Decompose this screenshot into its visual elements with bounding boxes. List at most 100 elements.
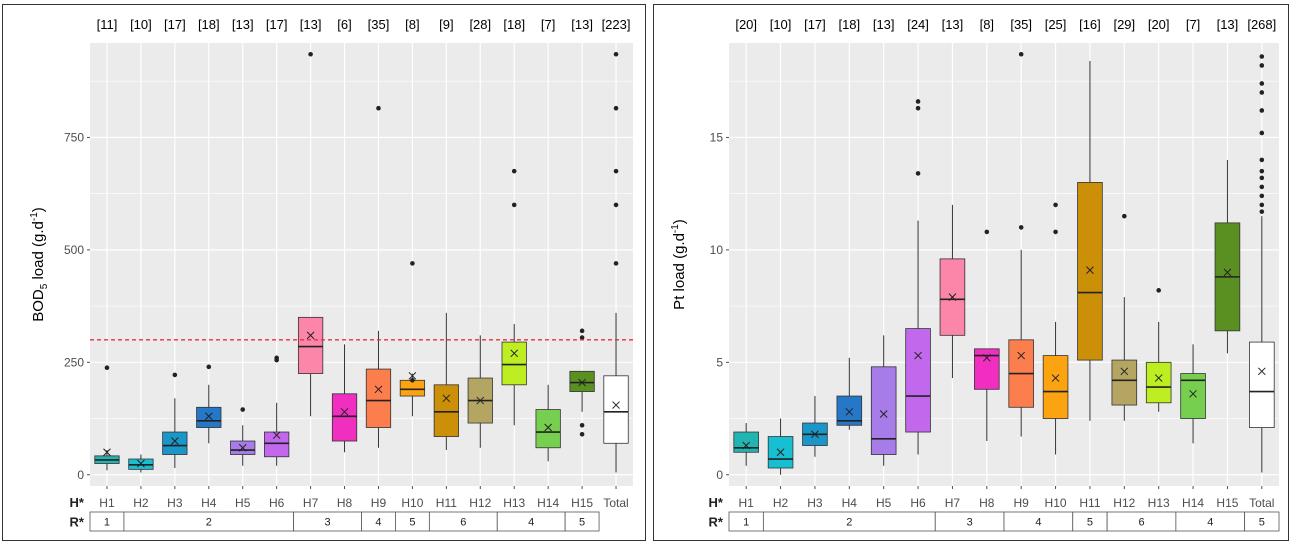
region-group-label: 3: [325, 517, 331, 529]
outlier-point: [1018, 51, 1024, 57]
box-H10: [1042, 202, 1069, 455]
outlier-point: [1259, 157, 1265, 163]
h-row-label: H*: [70, 495, 85, 510]
sample-count-label: [10]: [130, 17, 152, 32]
region-group-label: 4: [1035, 517, 1041, 529]
box-H3: [802, 396, 828, 457]
mean-marker: [340, 407, 349, 416]
outlier-point: [1018, 225, 1024, 230]
mean-marker: [1086, 266, 1094, 274]
mean-marker: [442, 394, 451, 403]
sample-count-label: [7]: [541, 17, 555, 32]
mean-marker: [374, 385, 383, 394]
sample-count-label: [35]: [368, 17, 390, 32]
box-body: [399, 379, 426, 397]
y-axis-label: BOD5 load (g.d-1): [29, 207, 50, 322]
x-tick-label: H11: [436, 496, 457, 510]
box-body: [1249, 341, 1275, 428]
mean-marker: [1154, 374, 1163, 382]
outlier-point: [915, 171, 921, 176]
box-Total: [603, 51, 629, 473]
outlier-point: [1259, 184, 1265, 190]
x-tick-label: H13: [1148, 496, 1170, 510]
x-tick-label: H12: [1113, 496, 1135, 510]
outlier-point: [579, 431, 585, 437]
sample-count-label: [6]: [337, 17, 351, 32]
box-body: [870, 366, 897, 455]
sample-count-label: [29]: [1113, 17, 1135, 32]
plot-background: [729, 43, 1279, 486]
sample-count-label: [18]: [838, 17, 860, 32]
outlier-point: [240, 407, 246, 412]
y-axis-label-end: ): [30, 207, 47, 212]
box-body: [1042, 355, 1069, 419]
y-axis-label-subscript: 5: [39, 283, 50, 289]
box-H11: [1077, 60, 1103, 421]
x-tick-label: H4: [842, 496, 858, 510]
sample-count-label: [8]: [405, 17, 419, 32]
mean-marker: [408, 371, 417, 380]
x-tick-label: H3: [167, 496, 183, 510]
mean-marker: [1017, 351, 1026, 360]
box-body: [196, 406, 222, 428]
mean-marker: [137, 459, 145, 468]
y-tick-label: 0: [77, 468, 84, 482]
region-group-label: 6: [1138, 517, 1144, 529]
box-body: [365, 368, 392, 428]
region-group-label: 2: [206, 517, 212, 529]
r-row-label: R*: [70, 515, 85, 530]
box-H10: [399, 261, 426, 417]
outlier-point: [376, 105, 381, 111]
mean-marker: [742, 441, 751, 450]
outlier-point: [206, 364, 212, 370]
mean-marker: [1120, 367, 1129, 376]
mean-marker: [272, 431, 281, 440]
mean-marker: [510, 349, 519, 358]
sample-count-label: [35]: [1010, 17, 1032, 32]
outlier-point: [579, 422, 585, 428]
sample-count-label: [18]: [198, 17, 220, 32]
box-H15: [569, 328, 595, 437]
sample-count-label: [10]: [770, 17, 792, 32]
box-H1: [733, 423, 759, 466]
sample-count-label: [13]: [873, 17, 895, 32]
outlier-point: [1259, 209, 1265, 214]
region-group-label: 3: [967, 517, 973, 529]
sample-count-label: [25]: [1045, 17, 1067, 32]
box-H3: [162, 372, 188, 469]
y-tick-label: 15: [710, 130, 724, 144]
box-H9: [1008, 51, 1034, 437]
right-panel-frame: 0 5 10 15 Pt load (g.d-1) [20] [10] [17] [18] [13…: [653, 4, 1289, 541]
box-body: [162, 431, 188, 455]
mean-marker: [811, 430, 819, 439]
x-tick-label: H1: [99, 496, 115, 510]
y-axis-label-superscript: -1: [670, 224, 681, 233]
sample-count-label: [13]: [232, 17, 254, 32]
mean-marker: [103, 448, 111, 457]
x-tick-label: H15: [571, 496, 593, 510]
outlier-point: [511, 168, 517, 174]
box-H2: [767, 418, 794, 475]
box-H15: [1214, 159, 1241, 354]
box-Total: [1249, 54, 1275, 473]
y-axis-label-superscript: -1: [29, 212, 40, 221]
x-tick-label: Total: [1249, 496, 1274, 510]
x-tick-label: H11: [1079, 496, 1100, 510]
mean-marker: [1223, 268, 1232, 277]
mean-marker: [544, 423, 553, 432]
x-tick-label: Total: [603, 496, 628, 510]
y-tick-label: 750: [64, 130, 84, 144]
outlier-point: [1259, 202, 1265, 208]
region-group-label: 4: [528, 517, 534, 529]
sample-count-label: [20]: [735, 17, 757, 32]
x-tick-label: H10: [1045, 496, 1067, 510]
region-group-label: 1: [743, 517, 749, 529]
region-group-label: 6: [460, 517, 466, 529]
sample-count-label: [20]: [1148, 17, 1170, 32]
box-H11: [433, 312, 459, 451]
mean-marker: [1257, 367, 1266, 376]
outlier-point: [1053, 229, 1058, 235]
